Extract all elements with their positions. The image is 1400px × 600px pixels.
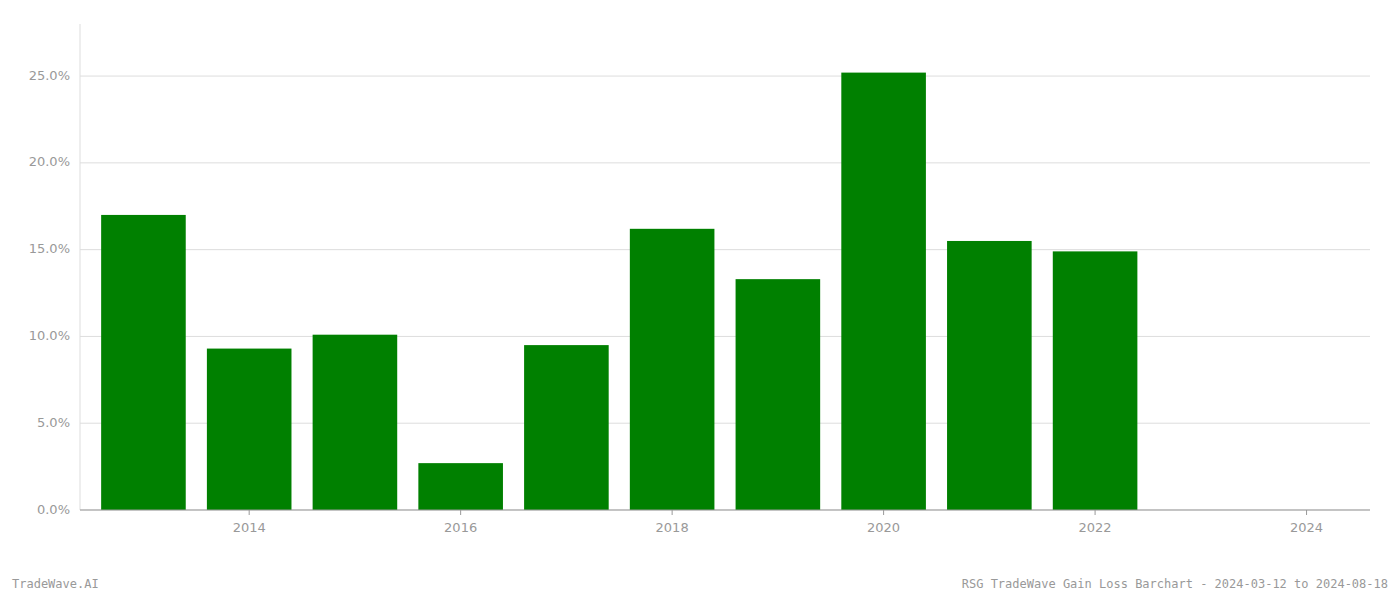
x-tick bbox=[460, 510, 461, 515]
y-axis-line bbox=[80, 24, 81, 510]
bar bbox=[841, 73, 926, 510]
x-tick bbox=[883, 510, 884, 515]
y-tick-label: 15.0% bbox=[29, 241, 70, 256]
y-tick-label: 5.0% bbox=[37, 415, 70, 430]
bars bbox=[101, 73, 1137, 510]
grid-line bbox=[80, 76, 1370, 77]
chart: 0.0% 5.0% 10.0% 15.0% 20.0% 25.0% 2014 2016 2018… bbox=[0, 0, 1400, 600]
footer-left: TradeWave.AI bbox=[12, 577, 99, 591]
x-tick-label: 2016 bbox=[444, 520, 477, 535]
x-tick-label: 2022 bbox=[1079, 520, 1112, 535]
grid-line bbox=[80, 510, 1370, 511]
grid-line bbox=[80, 336, 1370, 337]
y-tick-label: 25.0% bbox=[29, 68, 70, 83]
bar bbox=[313, 335, 398, 510]
footer-right: RSG TradeWave Gain Loss Barchart - 2024-… bbox=[962, 577, 1388, 591]
y-tick-label: 0.0% bbox=[37, 502, 70, 517]
y-tick-label: 20.0% bbox=[29, 154, 70, 169]
bar bbox=[736, 279, 821, 510]
x-tick bbox=[249, 510, 250, 515]
bar bbox=[1053, 251, 1138, 510]
grid-line bbox=[80, 162, 1370, 163]
bar bbox=[947, 241, 1032, 510]
grid-line bbox=[80, 249, 1370, 250]
x-tick bbox=[672, 510, 673, 515]
x-tick-label: 2020 bbox=[867, 520, 900, 535]
bar bbox=[630, 229, 715, 510]
y-grid bbox=[80, 76, 1370, 510]
x-tick bbox=[1095, 510, 1096, 515]
x-tick-label: 2018 bbox=[656, 520, 689, 535]
y-tick-label: 10.0% bbox=[29, 328, 70, 343]
bar bbox=[524, 345, 609, 510]
x-tick-label: 2014 bbox=[233, 520, 266, 535]
bar bbox=[418, 463, 503, 510]
bar bbox=[101, 215, 186, 510]
x-tick bbox=[1306, 510, 1307, 515]
x-axis-line bbox=[80, 510, 1370, 511]
x-tick-label: 2024 bbox=[1290, 520, 1323, 535]
bar bbox=[207, 349, 292, 510]
